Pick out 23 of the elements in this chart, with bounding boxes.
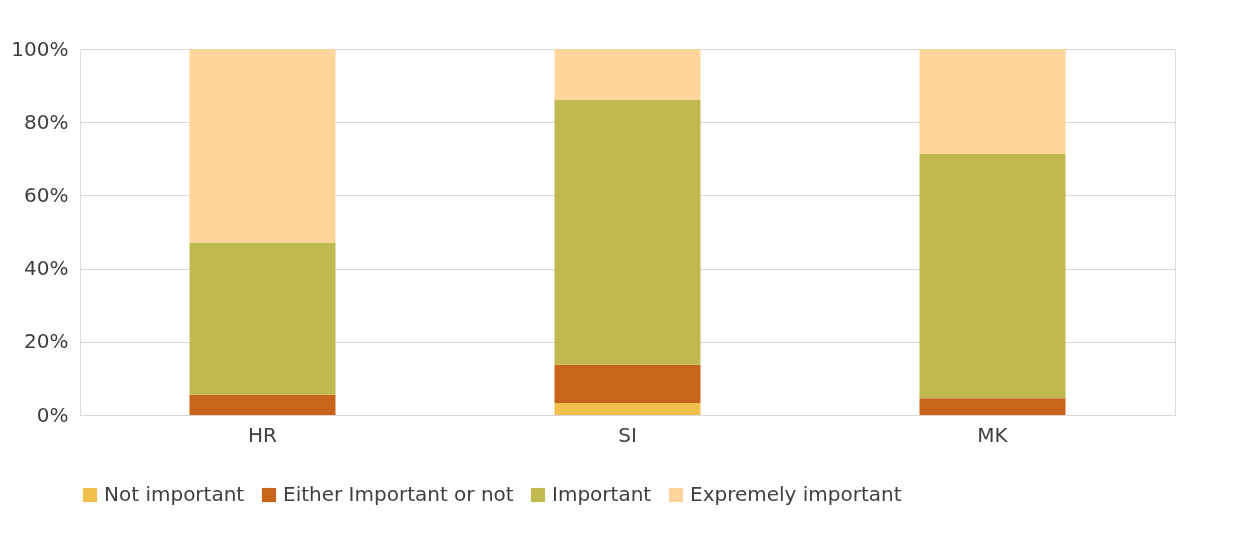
bar [189, 242, 336, 395]
legend-label: Expremely important [690, 482, 902, 506]
bar [919, 49, 1066, 155]
bar [189, 394, 336, 415]
bar [919, 398, 1066, 415]
legend-label: Either Important or not [283, 482, 514, 506]
x-tick-label: MK [977, 422, 1009, 447]
legend-label: Not important [104, 482, 245, 506]
y-tick-label: 0% [36, 402, 69, 427]
bar [919, 154, 1066, 399]
y-tick-label: 80% [24, 109, 69, 134]
legend-label: Important [552, 482, 652, 506]
x-tick-label: SI [618, 422, 637, 447]
y-tick-label: 20% [24, 329, 69, 354]
bar [554, 402, 701, 415]
bar [554, 49, 701, 100]
y-tick-label: 40% [24, 256, 69, 281]
bar [554, 99, 701, 365]
y-tick-label: 60% [24, 182, 69, 207]
bar [554, 364, 701, 403]
bar [189, 49, 336, 243]
y-tick-label: 100% [11, 36, 69, 61]
x-tick-label: HR [248, 422, 278, 447]
